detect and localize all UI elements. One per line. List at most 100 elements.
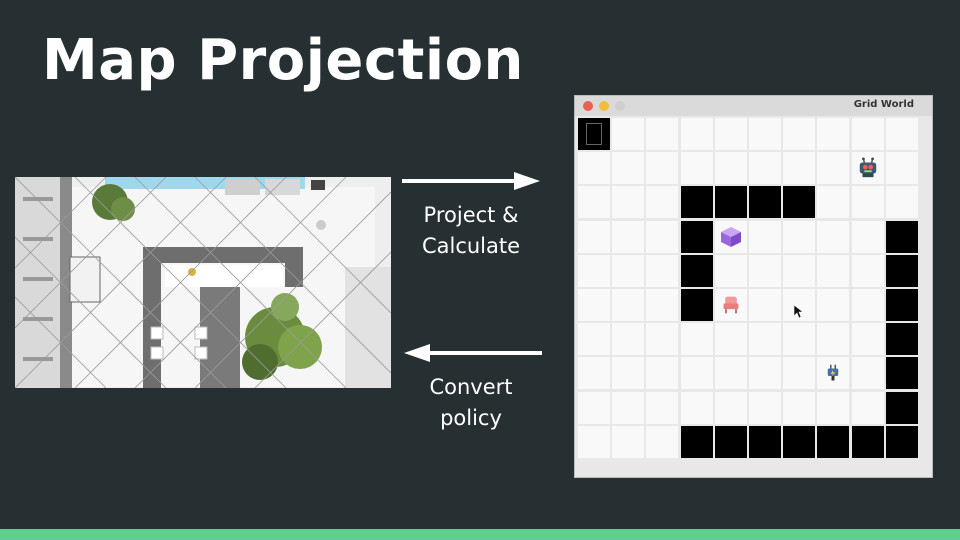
- grid-cell: [748, 288, 781, 321]
- grid-cell: [646, 118, 679, 150]
- grid-cell: [851, 357, 884, 390]
- window-titlebar: Grid World: [575, 96, 932, 116]
- grid-cell: [817, 323, 850, 356]
- wall-cell: [680, 186, 713, 219]
- grid-cell: [612, 323, 645, 356]
- grid-cell: [578, 186, 610, 219]
- grid-cell: [851, 220, 884, 253]
- grid-cell: [748, 391, 781, 424]
- grid-cell: [851, 323, 884, 356]
- grid-cell: [817, 220, 850, 253]
- grid-cell: [851, 118, 884, 150]
- grid-cell: [612, 152, 645, 185]
- grid-cell: [748, 152, 781, 185]
- grid-cell: [851, 391, 884, 424]
- wall-cell: [885, 391, 918, 424]
- wall-cell: [885, 425, 918, 458]
- robot-icon: [852, 152, 884, 184]
- close-window-icon[interactable]: [583, 101, 593, 111]
- grid-cell: [646, 220, 679, 253]
- grid-cell: [783, 118, 816, 150]
- grid-cell: [817, 357, 850, 390]
- mouse-cursor-icon: [794, 305, 804, 319]
- forward-label-line2: Calculate: [421, 234, 521, 258]
- chair-icon: [715, 289, 747, 321]
- grid-cell: [578, 288, 610, 321]
- grid-cell: [646, 391, 679, 424]
- grid-world-window: Grid World: [575, 96, 932, 477]
- grid-cell: [578, 152, 610, 185]
- grid-cell: [851, 152, 884, 185]
- wall-cell: [748, 425, 781, 458]
- wall-cell: [885, 288, 918, 321]
- grid-cell: [646, 323, 679, 356]
- wall-cell: [783, 425, 816, 458]
- grid-cell: [612, 118, 645, 150]
- grid-cell: [714, 118, 747, 150]
- grid-cell: [714, 152, 747, 185]
- grid-cell: [646, 254, 679, 287]
- grid-cell: [646, 425, 679, 458]
- wall-cell: [714, 186, 747, 219]
- grid-cell: [748, 220, 781, 253]
- grid-cell: [714, 391, 747, 424]
- minimize-window-icon[interactable]: [599, 101, 609, 111]
- grid-cell: [885, 186, 918, 219]
- wall-cell: [885, 220, 918, 253]
- plug-icon: [817, 357, 849, 389]
- grid-cell: [817, 118, 850, 150]
- grid-cell: [612, 391, 645, 424]
- wall-cell: [578, 118, 610, 150]
- goal-door-icon: [586, 123, 602, 145]
- wall-cell: [680, 288, 713, 321]
- grid-cell: [748, 118, 781, 150]
- wall-cell: [817, 425, 850, 458]
- grid-cell: [817, 254, 850, 287]
- grid-cell: [578, 254, 610, 287]
- grid-cell: [783, 254, 816, 287]
- grid-cell: [714, 254, 747, 287]
- forward-label: Project & Calculate: [386, 200, 556, 262]
- grid-cell: [646, 288, 679, 321]
- backward-arrow-icon: [404, 344, 542, 362]
- wall-cell: [714, 425, 747, 458]
- window-title: Grid World: [853, 99, 914, 110]
- grid-cell: [612, 220, 645, 253]
- zoom-window-icon[interactable]: [615, 101, 625, 111]
- wall-cell: [748, 186, 781, 219]
- slide-title: Map Projection: [42, 28, 524, 93]
- grid-cell: [612, 357, 645, 390]
- grid-cell: [680, 323, 713, 356]
- grid-cell: [646, 186, 679, 219]
- wall-cell: [783, 186, 816, 219]
- grid-cell: [885, 152, 918, 185]
- grid-cell: [680, 118, 713, 150]
- grid-cell: [578, 323, 610, 356]
- grid-cell: [748, 254, 781, 287]
- grid-cell: [714, 357, 747, 390]
- grid-cell: [885, 118, 918, 150]
- grid-cell: [851, 288, 884, 321]
- grid-cell: [646, 357, 679, 390]
- grid-cell: [817, 186, 850, 219]
- grid-cell: [851, 254, 884, 287]
- backward-label-line2: policy: [440, 406, 502, 430]
- cube-icon: [715, 221, 747, 253]
- grid-cell: [680, 391, 713, 424]
- scene-render: [15, 177, 391, 388]
- wall-cell: [851, 425, 884, 458]
- forward-arrow-icon: [402, 172, 540, 190]
- grid-cell: [680, 357, 713, 390]
- grid-cell: [578, 357, 610, 390]
- grid-cell: [612, 288, 645, 321]
- wall-cell: [885, 323, 918, 356]
- grid-cell: [578, 220, 610, 253]
- grid-cell: [817, 152, 850, 185]
- grid-cell: [714, 220, 747, 253]
- grid-cell: [714, 288, 747, 321]
- grid-cell: [714, 323, 747, 356]
- grid-cell: [783, 391, 816, 424]
- grid-cell: [578, 391, 610, 424]
- grid-cell: [612, 425, 645, 458]
- grid-cell: [748, 323, 781, 356]
